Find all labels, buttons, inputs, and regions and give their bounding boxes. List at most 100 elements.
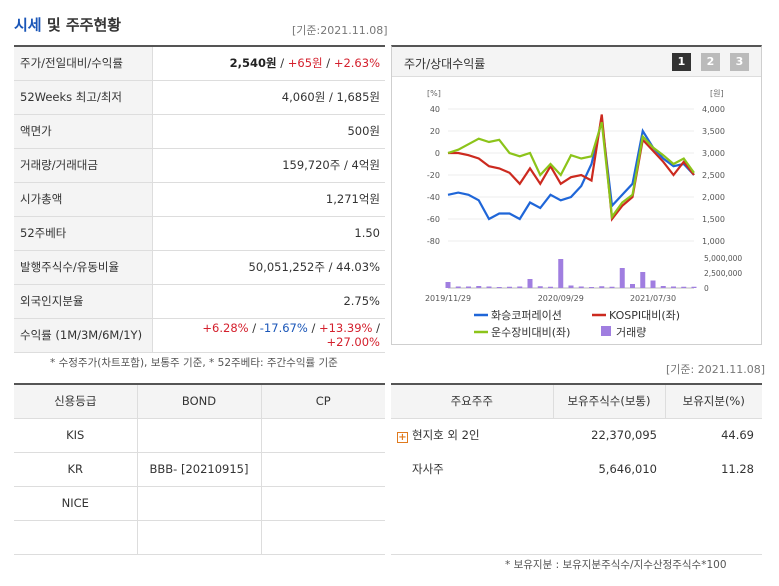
holder-name: 자사주 [412, 462, 444, 476]
chart-title: 주가/상대수익률 [404, 57, 486, 71]
quote-value: 2.75% [152, 284, 385, 319]
holder-header-shares: 보유주식수(보통) [552, 384, 665, 419]
volume-bar [568, 285, 574, 288]
legend-label: 화승코퍼레이션 [491, 309, 562, 322]
credit-agency: KR [14, 452, 137, 487]
holder-row: 자사주 5,646,010 11.28 [391, 452, 762, 486]
volume-tick-label: 5,000,000 [704, 254, 742, 263]
legend-label: 거래량 [616, 326, 646, 339]
quote-row-par: 액면가 500원 [14, 114, 385, 149]
holder-name: 현지호 외 2인 [412, 428, 480, 443]
volume-bar [691, 286, 697, 288]
volume-bar [609, 286, 615, 288]
credit-cp [260, 418, 385, 453]
holder-shares: 5,646,010 [598, 462, 657, 476]
right-tick-label: 1,500 [702, 215, 725, 224]
chart-page-1-button[interactable]: 1 [672, 53, 691, 71]
holder-header-row: 주요주주 보유주식수(보통) 보유지분(%) [391, 384, 762, 419]
series-line-1 [448, 114, 695, 222]
x-tick-label: 2019/11/29 [425, 294, 471, 303]
credit-header-cp: CP [260, 384, 385, 419]
volume-bar [476, 286, 482, 288]
x-tick-label: 2020/09/29 [538, 294, 584, 303]
price-change: +65원 [287, 56, 323, 71]
right-tick-label: 2,500 [702, 171, 725, 180]
chart-header: 주가/상대수익률 1 2 3 [392, 47, 761, 77]
relative-return-chart: [%] [원] 40 20 0 -20 -40 -60 -80 4,000 3,500 3,000 2,… [425, 89, 742, 339]
left-unit-label: [%] [427, 89, 441, 98]
credit-row: NICE [14, 486, 385, 521]
left-tick-label: 40 [430, 105, 440, 114]
chart-page-3-button[interactable]: 3 [730, 53, 749, 71]
credit-cp [260, 486, 385, 521]
quote-footnote: * 수정주가(차트포함), 보통주 기준, * 52주베타: 주간수익률 기준 [50, 357, 338, 369]
quote-value-price: 2,540원 / +65원 / +2.63% [152, 46, 385, 81]
quote-label: 주가/전일대비/수익률 [14, 46, 153, 81]
volume-bar [496, 287, 502, 288]
credit-row: KIS [14, 418, 385, 453]
holder-row: + 현지호 외 2인 22,370,095 44.69 [391, 418, 762, 452]
title-holders: 및 주주현황 [46, 16, 122, 34]
volume-bar [537, 286, 543, 288]
volume-bar [619, 268, 625, 288]
credit-rating-table: 신용등급 BOND CP KIS KR BBB- [20210915] NICE [14, 383, 385, 555]
credit-header-bond: BOND [136, 384, 261, 419]
series-line-0 [447, 119, 695, 221]
return-3m: -17.67% [259, 321, 308, 335]
quote-value: 50,051,252주 / 44.03% [152, 250, 385, 285]
volume-bar [558, 259, 564, 288]
credit-row: KR BBB- [20210915] [14, 452, 385, 487]
holder-row-empty [391, 486, 762, 520]
left-tick-label: -40 [427, 193, 440, 202]
chart-grid [448, 108, 694, 289]
quote-label: 52Weeks 최고/최저 [14, 80, 153, 115]
quote-row-foreign: 외국인지분율 2.75% [14, 284, 385, 319]
right-tick-label: 4,000 [702, 105, 725, 114]
quote-label: 수익률 (1M/3M/6M/1Y) [14, 318, 153, 353]
return-1m: +6.28% [202, 321, 249, 335]
chart-page-2-button[interactable]: 2 [701, 53, 720, 71]
volume-bar [640, 272, 646, 288]
volume-bar [589, 287, 594, 288]
expand-icon[interactable]: + [397, 432, 408, 444]
shareholder-table: 주요주주 보유주식수(보통) 보유지분(%) + 현지호 외 2인 22,370,… [391, 383, 762, 555]
price-value: 2,540 [229, 56, 266, 71]
holder-row-empty [391, 520, 762, 554]
left-tick-label: -80 [427, 237, 440, 246]
holder-header-pct: 보유지분(%) [664, 384, 762, 419]
quote-row-price: 주가/전일대비/수익률 2,540원 / +65원 / +2.63% [14, 46, 385, 81]
volume-bar [455, 286, 461, 288]
quote-value: 1.50 [152, 216, 385, 251]
quote-table: 주가/전일대비/수익률 2,540원 / +65원 / +2.63% 52Wee… [14, 45, 385, 353]
quote-value: 159,720주 / 4억원 [152, 148, 385, 183]
credit-cp [260, 452, 385, 487]
price-unit: 원 [266, 56, 277, 71]
right-tick-label: 2,000 [702, 193, 725, 202]
volume-bar [445, 282, 451, 288]
volume-bars [445, 259, 697, 288]
volume-bar [507, 286, 512, 288]
legend-swatch [601, 326, 611, 336]
credit-agency: NICE [14, 486, 137, 521]
return-sep: / [252, 321, 257, 335]
volume-bar [660, 286, 666, 288]
right-unit-label: [원] [710, 89, 724, 98]
chart-panel: 주가/상대수익률 1 2 3 [%] [원] 40 20 0 -20 -40 -60 -80 4,… [391, 45, 762, 345]
left-tick-label: -60 [427, 215, 440, 224]
right-tick-label: 3,000 [702, 149, 725, 158]
quote-row-beta: 52주베타 1.50 [14, 216, 385, 251]
volume-bar [650, 280, 656, 288]
volume-bar [466, 286, 471, 288]
quote-label: 발행주식수/유동비율 [14, 250, 153, 285]
volume-tick-label: 2,500,000 [704, 269, 742, 278]
price-change-rate: +2.63% [333, 56, 380, 71]
volume-bar [578, 286, 584, 288]
credit-header-row: 신용등급 BOND CP [14, 384, 385, 419]
title-quote: 시세 [14, 16, 42, 34]
quote-row-marketcap: 시가총액 1,271억원 [14, 182, 385, 217]
holder-name-cell: + 현지호 외 2인 [391, 418, 553, 452]
quote-label: 거래량/거래대금 [14, 148, 153, 183]
quote-label: 52주베타 [14, 216, 153, 251]
return-6m: +13.39% [318, 321, 373, 335]
quote-value-returns: +6.28% / -17.67% / +13.39% / +27.00% [152, 318, 385, 353]
